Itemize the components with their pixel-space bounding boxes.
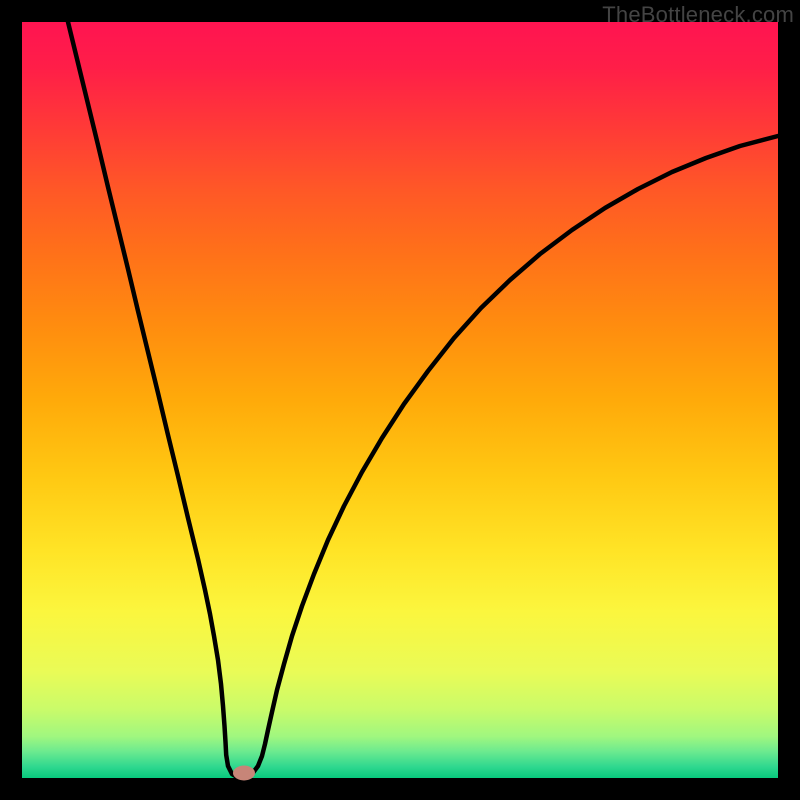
optimum-marker — [233, 766, 255, 781]
bottleneck-chart — [0, 0, 800, 800]
plot-area — [22, 22, 778, 778]
chart-container: TheBottleneck.com — [0, 0, 800, 800]
watermark-text: TheBottleneck.com — [602, 2, 794, 28]
